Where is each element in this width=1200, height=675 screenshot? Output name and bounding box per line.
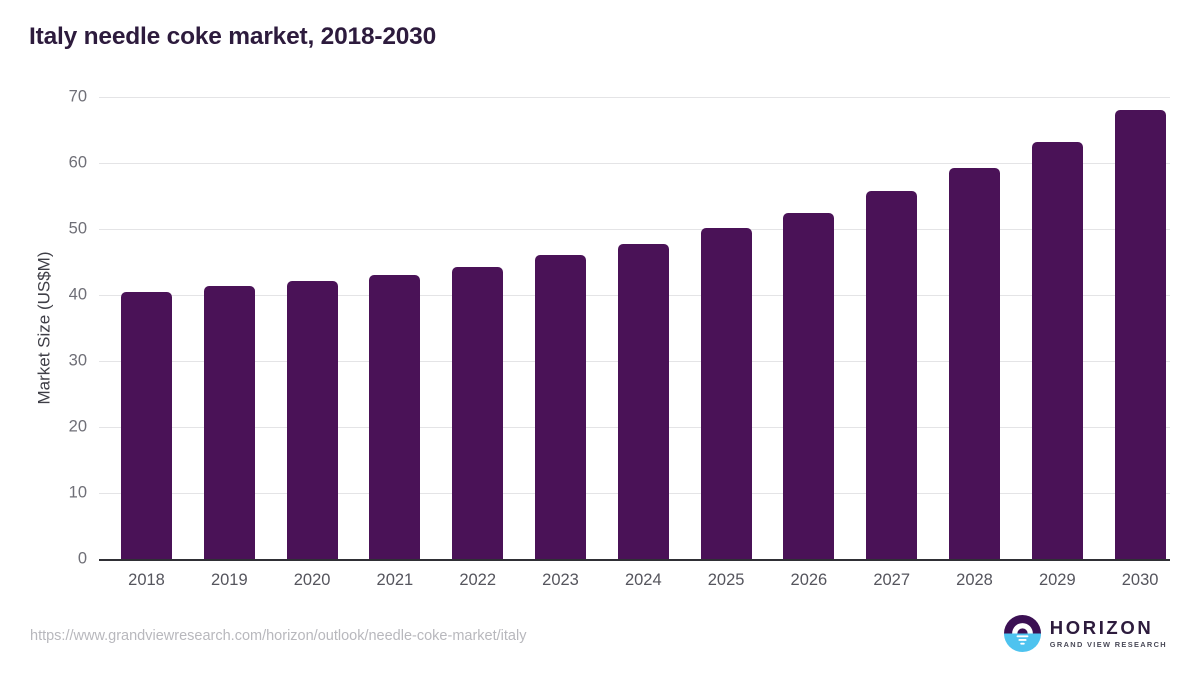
y-tick-label-20: 20 xyxy=(68,417,87,436)
gridline-0: 0 xyxy=(78,550,1170,568)
bar-2028[interactable] xyxy=(949,168,1000,559)
y-tick-label-0: 0 xyxy=(77,549,87,568)
bar-group-2024[interactable]: 2024 xyxy=(617,97,669,589)
bar-series: 2018 2019 2020 2021 2022 2023 2024 2025 2026 2027… xyxy=(121,97,1166,589)
logo-subtitle: GRAND VIEW RESEARCH xyxy=(1049,640,1167,650)
x-tick-label-2027: 2027 xyxy=(873,571,911,589)
bar-2019[interactable] xyxy=(203,286,255,559)
bar-group-2021[interactable]: 2021 xyxy=(369,97,421,589)
gridline-60: 60 xyxy=(69,154,1170,172)
y-tick-label-10: 10 xyxy=(68,483,87,502)
x-tick-label-2019: 2019 xyxy=(210,571,248,589)
bar-group-2023[interactable]: 2023 xyxy=(535,97,586,589)
bar-2026[interactable] xyxy=(783,212,835,559)
x-tick-label-2022: 2022 xyxy=(459,571,497,589)
bar-group-2027[interactable]: 2027 xyxy=(866,97,918,589)
bar-2022[interactable] xyxy=(452,266,504,559)
bar-2023[interactable] xyxy=(535,255,586,559)
x-tick-label-2020: 2020 xyxy=(293,571,331,589)
bar-2021[interactable] xyxy=(369,274,421,559)
bar-group-2029[interactable]: 2029 xyxy=(1031,97,1083,589)
bar-group-2019[interactable]: 2019 xyxy=(203,97,255,589)
bar-group-2030[interactable]: 2030 xyxy=(1114,97,1166,589)
x-tick-label-2029: 2029 xyxy=(1038,571,1076,589)
bar-group-2022[interactable]: 2022 xyxy=(452,97,504,589)
x-tick-label-2028: 2028 xyxy=(956,571,993,589)
x-tick-label-2025: 2025 xyxy=(707,571,745,589)
y-tick-label-50: 50 xyxy=(68,219,87,238)
y-tick-label-70: 70 xyxy=(68,87,87,106)
horizon-logo: HORIZON GRAND VIEW RESEARCH xyxy=(1003,615,1167,652)
y-axis-title-label: Market Size (US$M) xyxy=(35,251,54,405)
bar-group-2026[interactable]: 2026 xyxy=(783,97,835,589)
x-tick-label-2026: 2026 xyxy=(790,571,828,589)
bar-2025[interactable] xyxy=(700,228,752,559)
bar-2029[interactable] xyxy=(1031,141,1083,559)
bar-group-2025[interactable]: 2025 xyxy=(700,97,752,589)
y-axis-title: Market Size (US$M) xyxy=(33,97,57,559)
bar-2018[interactable] xyxy=(121,291,172,559)
bar-2030[interactable] xyxy=(1114,109,1166,559)
logo-wordmark: HORIZON GRAND VIEW RESEARCH xyxy=(1049,616,1167,650)
gridline-70: 70 xyxy=(69,88,1170,106)
source-url[interactable]: https://www.grandviewresearch.com/horizo… xyxy=(30,628,527,644)
x-tick-label-2030: 2030 xyxy=(1121,571,1159,589)
x-tick-label-2023: 2023 xyxy=(542,571,579,589)
y-tick-label-60: 60 xyxy=(68,153,87,172)
bar-2020[interactable] xyxy=(286,281,338,559)
gridline-50: 50 xyxy=(69,220,1170,238)
y-tick-label-30: 30 xyxy=(68,351,87,370)
x-tick-label-2024: 2024 xyxy=(624,571,662,589)
bar-group-2018[interactable]: 2018 xyxy=(121,97,172,589)
bar-2027[interactable] xyxy=(866,191,918,559)
x-tick-label-2021: 2021 xyxy=(376,571,414,589)
bar-group-2028[interactable]: 2028 xyxy=(949,97,1000,589)
horizon-sunset-circle-icon xyxy=(1003,615,1041,652)
bar-group-2020[interactable]: 2020 xyxy=(286,97,338,589)
plot-area: 0 10 20 30 40 50 60 70 2018 2019 2020 2021 2022 2023… xyxy=(69,88,1170,589)
logo-word: HORIZON xyxy=(1049,616,1154,638)
y-tick-label-40: 40 xyxy=(68,285,87,304)
bar-2024[interactable] xyxy=(617,243,669,559)
page-title: Italy needle coke market, 2018-2030 xyxy=(29,23,437,50)
x-tick-label-2018: 2018 xyxy=(128,571,165,589)
